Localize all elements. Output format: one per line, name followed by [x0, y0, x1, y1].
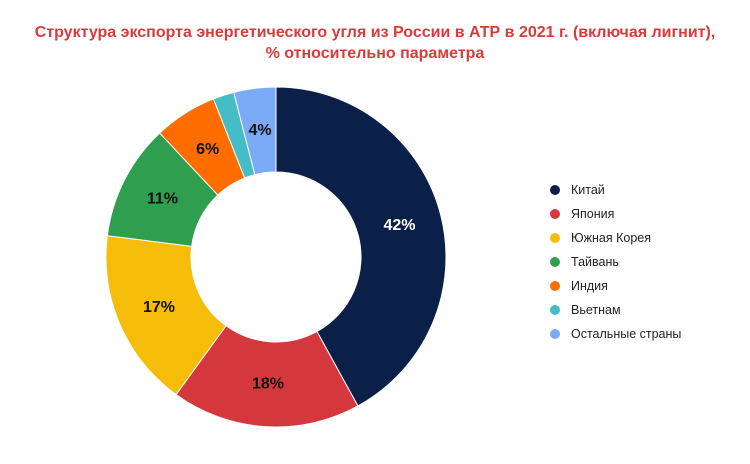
donut-slice-label-5: 6% [196, 141, 219, 158]
donut-labels: 42% 18% 17% 11% 6% 4% [143, 122, 416, 393]
legend-label-6: Вьетнам [571, 303, 621, 317]
legend-item-1: Китай [550, 178, 681, 202]
legend-item-7: Остальные страны [550, 322, 681, 346]
legend-item-4: Тайвань [550, 250, 681, 274]
legend-item-3: Южная Корея [550, 226, 681, 250]
donut-slice-label-7: 4% [248, 122, 271, 139]
legend-swatch-5 [550, 281, 560, 291]
legend-swatch-3 [550, 233, 560, 243]
donut-slice-label-2: 18% [252, 376, 284, 393]
legend-label-1: Китай [571, 183, 605, 197]
legend-item-2: Япония [550, 202, 681, 226]
legend-label-7: Остальные страны [571, 327, 682, 341]
legend-swatch-6 [550, 305, 560, 315]
legend-label-5: Индия [571, 279, 608, 293]
legend-item-5: Индия [550, 274, 681, 298]
legend-label-2: Япония [571, 207, 615, 221]
donut-slice-3 [105, 235, 227, 396]
donut-slice-label-4: 11% [147, 191, 178, 208]
donut-slice-label-3: 17% [143, 299, 175, 316]
legend-swatch-7 [550, 329, 560, 339]
legend-swatch-4 [550, 257, 560, 267]
donut-slice-1 [275, 86, 447, 407]
legend-item-6: Вьетнам [550, 298, 681, 322]
legend-label-4: Тайвань [571, 255, 619, 269]
donut-slices [105, 86, 447, 428]
legend-swatch-2 [550, 209, 560, 219]
chart-title-line-1: Структура экспорта энергетического угля … [34, 24, 716, 41]
legend-label-3: Южная Корея [571, 231, 651, 245]
legend-swatch-1 [550, 185, 560, 195]
chart-subtitle: % относительно параметра [265, 45, 485, 62]
donut-slice-7 [233, 86, 277, 176]
chart-legend: Китай Япония Южная Корея Тайвань Индия Вьетна… [550, 178, 681, 346]
chart-title: Структура экспорта энергетического угля … [0, 22, 750, 64]
donut-slice-label-1: 42% [383, 217, 415, 234]
donut-slice-2 [175, 325, 359, 428]
